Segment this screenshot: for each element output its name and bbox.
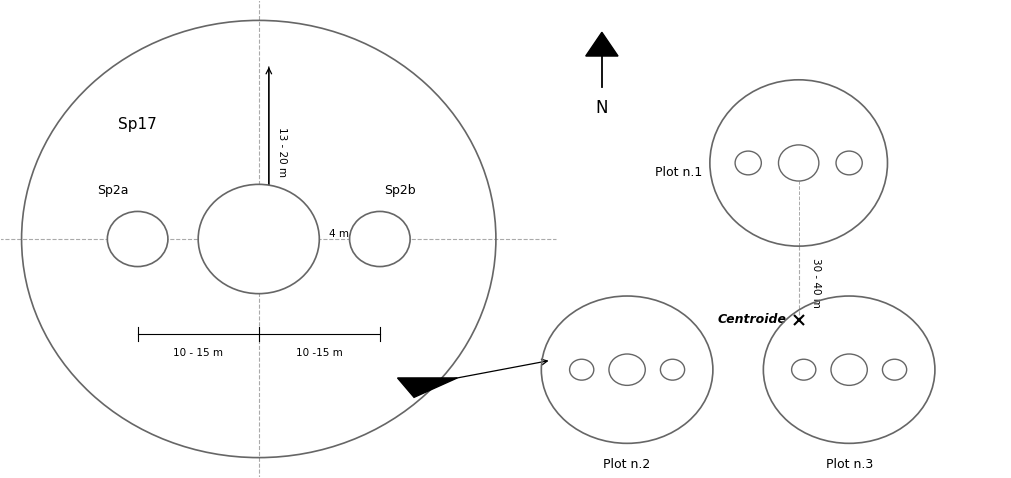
Text: 2m: 2m (367, 232, 382, 241)
Text: Sp4: Sp4 (224, 223, 248, 236)
Polygon shape (397, 378, 457, 397)
Text: Sp2a: Sp2a (97, 184, 128, 197)
Text: Plot n.1: Plot n.1 (654, 166, 701, 179)
Text: Plot n.2: Plot n.2 (603, 457, 650, 471)
Polygon shape (585, 33, 618, 56)
Text: Sp2b: Sp2b (384, 184, 416, 197)
Text: Sp17: Sp17 (118, 118, 157, 132)
Text: N: N (595, 99, 608, 117)
Ellipse shape (349, 211, 409, 267)
Text: 10 - 15 m: 10 - 15 m (173, 348, 223, 358)
Ellipse shape (107, 211, 168, 267)
Ellipse shape (198, 185, 319, 293)
Text: Plot n.3: Plot n.3 (825, 457, 871, 471)
Text: 13 - 20 m: 13 - 20 m (277, 127, 287, 176)
Text: 10 -15 m: 10 -15 m (295, 348, 343, 358)
Text: 2m: 2m (134, 232, 151, 241)
Text: 4 m: 4 m (329, 229, 349, 239)
Text: Centroide: Centroide (717, 313, 786, 326)
Text: 30 - 40 m: 30 - 40 m (810, 258, 820, 308)
